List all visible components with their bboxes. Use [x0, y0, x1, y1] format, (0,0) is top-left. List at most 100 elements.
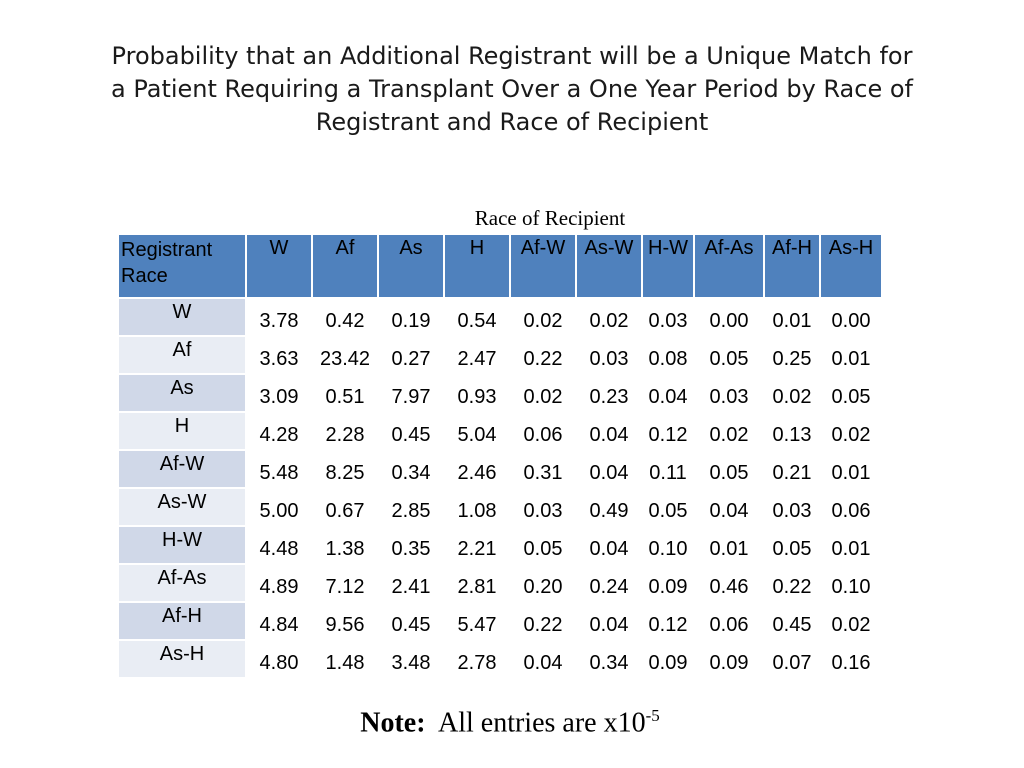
table-cell: 0.04 — [575, 525, 643, 565]
probability-table: Registrant Race W Af As H Af-W As-W H-W … — [117, 233, 883, 679]
column-header: As-W — [575, 233, 643, 299]
column-header: As — [377, 233, 445, 299]
table-cell: 0.45 — [377, 601, 445, 641]
row-header: H-W — [117, 525, 247, 565]
table-row: As-W 5.00 0.67 2.85 1.08 0.03 0.49 0.05 … — [117, 487, 883, 527]
table-cell: 0.00 — [693, 297, 765, 337]
table-cell: 0.54 — [443, 297, 511, 337]
table-cell: 0.03 — [763, 487, 821, 527]
table-cell: 0.45 — [377, 411, 445, 451]
table-cell: 2.46 — [443, 449, 511, 489]
table-cell: 0.06 — [693, 601, 765, 641]
table-cell: 0.22 — [509, 335, 577, 375]
table-cell: 9.56 — [311, 601, 379, 641]
table-cell: 0.06 — [819, 487, 883, 527]
corner-header: Registrant Race — [117, 233, 247, 299]
table-cell: 0.03 — [641, 297, 695, 337]
table-cell: 0.04 — [641, 373, 695, 413]
table-row: As 3.09 0.51 7.97 0.93 0.02 0.23 0.04 0.… — [117, 373, 883, 413]
table-cell: 0.04 — [509, 639, 577, 679]
table-cell: 0.01 — [819, 449, 883, 489]
table-cell: 0.05 — [641, 487, 695, 527]
table-cell: 4.84 — [245, 601, 313, 641]
row-header: Af — [117, 335, 247, 375]
table-cell: 5.47 — [443, 601, 511, 641]
table-row: Af-As 4.89 7.12 2.41 2.81 0.20 0.24 0.09… — [117, 563, 883, 603]
row-header: Af-W — [117, 449, 247, 489]
table-cell: 0.21 — [763, 449, 821, 489]
table-cell: 0.00 — [819, 297, 883, 337]
table-cell: 0.02 — [575, 297, 643, 337]
table-cell: 0.13 — [763, 411, 821, 451]
table-cell: 4.48 — [245, 525, 313, 565]
table-cell: 0.12 — [641, 411, 695, 451]
table-cell: 0.49 — [575, 487, 643, 527]
table-cell: 5.00 — [245, 487, 313, 527]
table-cell: 0.45 — [763, 601, 821, 641]
column-header: Af — [311, 233, 379, 299]
table-cell: 0.46 — [693, 563, 765, 603]
table-cell: 0.02 — [509, 297, 577, 337]
table-cell: 0.09 — [641, 563, 695, 603]
table-cell: 3.48 — [377, 639, 445, 679]
table-cell: 0.04 — [575, 449, 643, 489]
title-line-2: a Patient Requiring a Transplant Over a … — [111, 75, 913, 103]
note-text: All entries are x10 — [438, 707, 646, 739]
table-cell: 0.08 — [641, 335, 695, 375]
table-cell: 3.63 — [245, 335, 313, 375]
title-line-3: Registrant and Race of Recipient — [315, 108, 709, 136]
column-header: H-W — [641, 233, 695, 299]
table-cell: 5.04 — [443, 411, 511, 451]
column-header: H — [443, 233, 511, 299]
table-cell: 5.48 — [245, 449, 313, 489]
table-cell: 1.08 — [443, 487, 511, 527]
table-row: H 4.28 2.28 0.45 5.04 0.06 0.04 0.12 0.0… — [117, 411, 883, 451]
row-header: Af-H — [117, 601, 247, 641]
table-cell: 4.80 — [245, 639, 313, 679]
table-cell: 0.34 — [377, 449, 445, 489]
row-header: Af-As — [117, 563, 247, 603]
note-label: Note: — [360, 707, 426, 739]
table-cell: 0.67 — [311, 487, 379, 527]
table-cell: 0.02 — [693, 411, 765, 451]
table-cell: 23.42 — [311, 335, 379, 375]
table-cell: 1.38 — [311, 525, 379, 565]
table-cell: 3.09 — [245, 373, 313, 413]
table-cell: 2.21 — [443, 525, 511, 565]
table-cell: 0.02 — [819, 411, 883, 451]
table-cell: 8.25 — [311, 449, 379, 489]
table-cell: 2.85 — [377, 487, 445, 527]
table-cell: 0.05 — [509, 525, 577, 565]
slide-title: Probability that an Additional Registran… — [40, 40, 984, 139]
table-cell: 0.20 — [509, 563, 577, 603]
table-row: Af-H 4.84 9.56 0.45 5.47 0.22 0.04 0.12 … — [117, 601, 883, 641]
table-cell: 0.12 — [641, 601, 695, 641]
row-header: As-W — [117, 487, 247, 527]
table-row: As-H 4.80 1.48 3.48 2.78 0.04 0.34 0.09 … — [117, 639, 883, 679]
table-cell: 0.04 — [693, 487, 765, 527]
column-header: Af-H — [763, 233, 821, 299]
table-cell: 0.09 — [641, 639, 695, 679]
table-cell: 0.03 — [509, 487, 577, 527]
corner-line-2: Race — [121, 265, 168, 287]
table-cell: 0.22 — [509, 601, 577, 641]
table-cell: 0.42 — [311, 297, 379, 337]
table-cell: 2.41 — [377, 563, 445, 603]
table-row: Af 3.63 23.42 0.27 2.47 0.22 0.03 0.08 0… — [117, 335, 883, 375]
table-cell: 0.93 — [443, 373, 511, 413]
table-cell: 0.11 — [641, 449, 695, 489]
table-cell: 0.05 — [693, 335, 765, 375]
table-cell: 0.22 — [763, 563, 821, 603]
table-cell: 0.02 — [763, 373, 821, 413]
table-cell: 0.35 — [377, 525, 445, 565]
row-header: As — [117, 373, 247, 413]
table-cell: 0.25 — [763, 335, 821, 375]
table-row: Af-W 5.48 8.25 0.34 2.46 0.31 0.04 0.11 … — [117, 449, 883, 489]
row-header: As-H — [117, 639, 247, 679]
table-cell: 4.89 — [245, 563, 313, 603]
table-caption: Race of Recipient — [474, 206, 626, 230]
column-header: Af-As — [693, 233, 765, 299]
table-cell: 0.01 — [693, 525, 765, 565]
table-cell: 2.81 — [443, 563, 511, 603]
table-cell: 0.01 — [763, 297, 821, 337]
